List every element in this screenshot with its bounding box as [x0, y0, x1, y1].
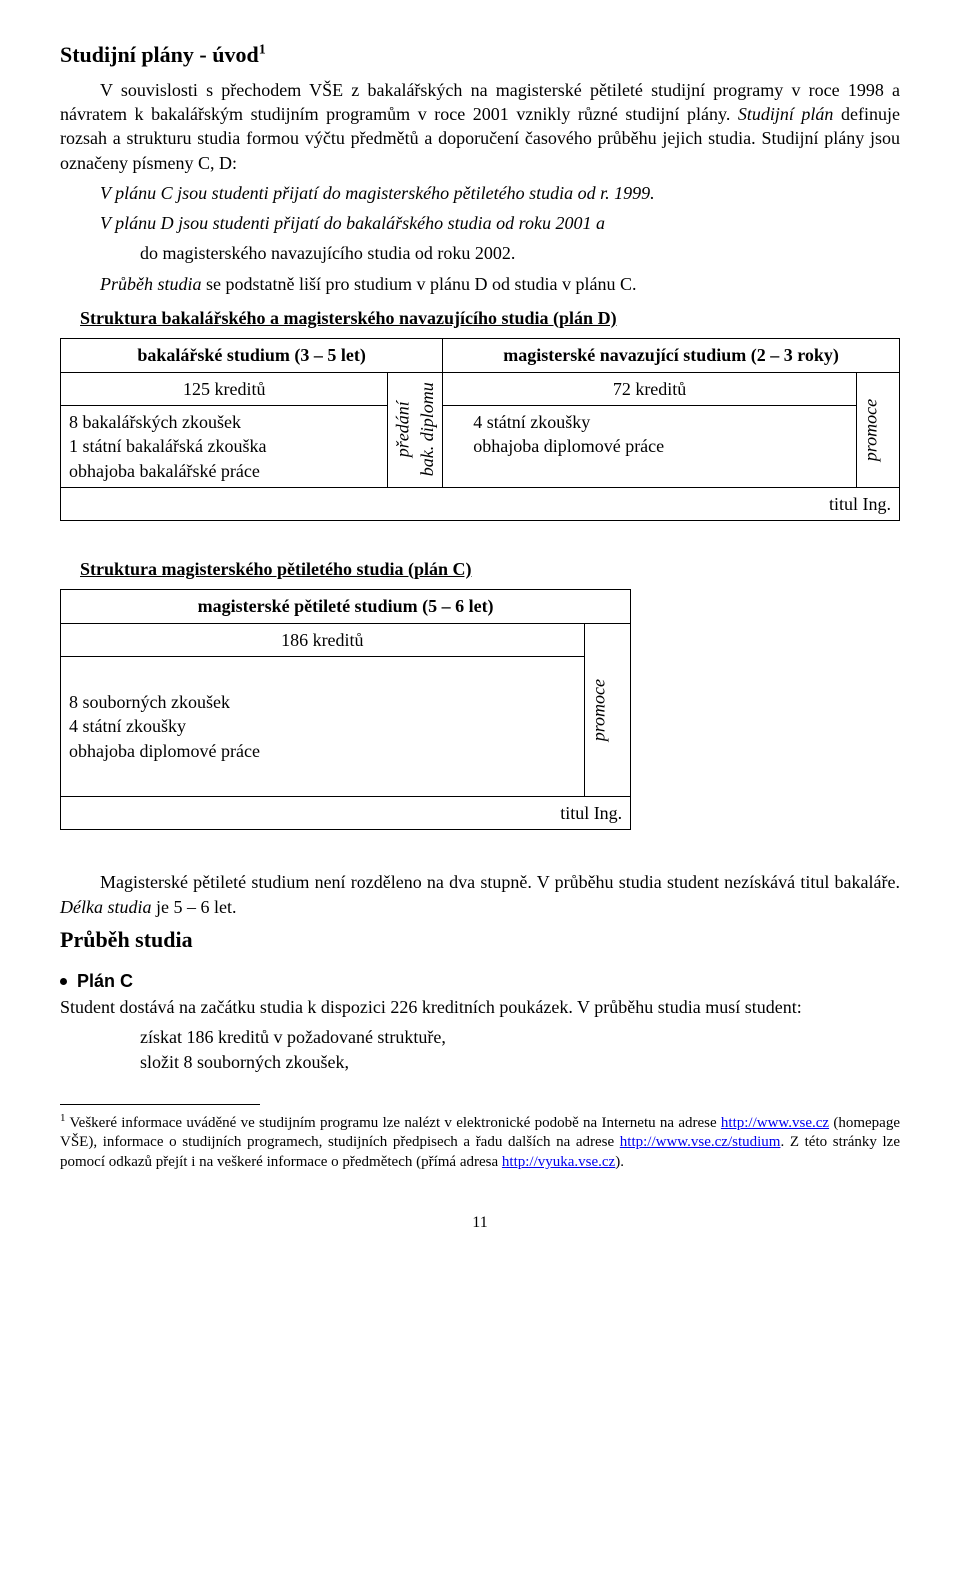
td-promoce-c: promoce: [584, 623, 631, 796]
footnote-link-1[interactable]: http://www.vse.cz: [721, 1115, 829, 1131]
prubeh-heading: Průběh studia: [60, 925, 900, 955]
footnote-separator: [60, 1104, 260, 1105]
td-c-head: magisterské pětileté studium (5 – 6 let): [61, 590, 631, 623]
td-titul-c: titul Ing.: [61, 797, 631, 830]
para-magister-note: Magisterské pětileté studium není rozděl…: [60, 870, 900, 919]
bak-exams-text: 8 bakalářských zkoušek 1 státní bakalářs…: [69, 412, 266, 481]
mag-note-2: je 5 – 6 let.: [152, 897, 237, 917]
page-number: 11: [60, 1212, 900, 1234]
mag-exams-text: 4 státní zkoušky obhajoba diplomové prác…: [473, 412, 664, 456]
plan-c-para: Student dostává na začátku studia k disp…: [60, 995, 900, 1019]
td-c-credits: 186 kreditů: [61, 623, 585, 656]
page-title: Studijní plány - úvod1: [60, 40, 900, 70]
predani-text: předání bak. diplomu: [392, 383, 436, 477]
intro-italic-1: Studijní plán: [738, 104, 834, 124]
td-c-exams: 8 souborných zkoušek 4 státní zkoušky ob…: [61, 657, 585, 797]
plan-c-item-1: získat 186 kreditů v požadované struktuř…: [140, 1025, 900, 1049]
table-plan-c: magisterské pětileté studium (5 – 6 let)…: [60, 589, 631, 830]
td-mag-exams: 4 státní zkoušky obhajoba diplomové prác…: [443, 405, 857, 487]
mag-note-italic: Délka studia: [60, 897, 152, 917]
td-bak-exams: 8 bakalářských zkoušek 1 státní bakalářs…: [61, 405, 388, 487]
td-bak-head: bakalářské studium (3 – 5 let): [61, 339, 443, 372]
promoce-d-text: promoce: [861, 399, 881, 461]
footnote-link-2[interactable]: http://www.vse.cz/studium: [620, 1134, 781, 1150]
td-mag-credits: 72 kreditů: [443, 372, 857, 405]
plan-c-line: V plánu C jsou studenti přijatí do magis…: [100, 181, 900, 205]
mag-note-1: Magisterské pětileté studium není rozděl…: [100, 872, 900, 892]
section-c-heading: Struktura magisterského pětiletého studi…: [80, 557, 900, 581]
promoce-c-text: promoce: [589, 679, 609, 741]
plan-c-bullet-head: Plán C: [60, 969, 900, 993]
diff-line: Průběh studia se podstatně liší pro stud…: [100, 272, 900, 296]
plan-d-line-2: do magisterského navazujícího studia od …: [140, 241, 900, 265]
c-exams-text: 8 souborných zkoušek 4 státní zkoušky ob…: [69, 692, 260, 761]
td-predani-diplomu: předání bak. diplomu: [388, 372, 443, 487]
diff-italic: Průběh studia: [100, 274, 202, 294]
intro-paragraph: V souvislosti s přechodem VŠE z bakalářs…: [60, 78, 900, 175]
table-plan-d: bakalářské studium (3 – 5 let) magisters…: [60, 338, 900, 521]
footnote: 1 Veškeré informace uváděné ve studijním…: [60, 1111, 900, 1173]
plan-c-label: Plán C: [77, 971, 133, 991]
diff-rest: se podstatně liší pro studium v plánu D …: [202, 274, 637, 294]
td-promoce-d: promoce: [856, 372, 899, 487]
title-footnote-ref: 1: [259, 43, 266, 58]
td-titul-d: titul Ing.: [61, 487, 900, 520]
td-bak-credits: 125 kreditů: [61, 372, 388, 405]
td-mag-head: magisterské navazující studium (2 – 3 ro…: [443, 339, 900, 372]
footnote-text-4: ).: [615, 1154, 624, 1170]
plan-c-item-2: složit 8 souborných zkoušek,: [140, 1050, 900, 1074]
footnote-link-3[interactable]: http://vyuka.vse.cz: [502, 1154, 615, 1170]
plan-d-line-1: V plánu D jsou studenti přijatí do bakal…: [100, 211, 900, 235]
title-text: Studijní plány - úvod: [60, 42, 259, 67]
footnote-text-1: Veškeré informace uváděné ve studijním p…: [66, 1115, 721, 1131]
bullet-icon: [60, 978, 67, 985]
section-d-heading: Struktura bakalářského a magisterského n…: [80, 306, 900, 330]
